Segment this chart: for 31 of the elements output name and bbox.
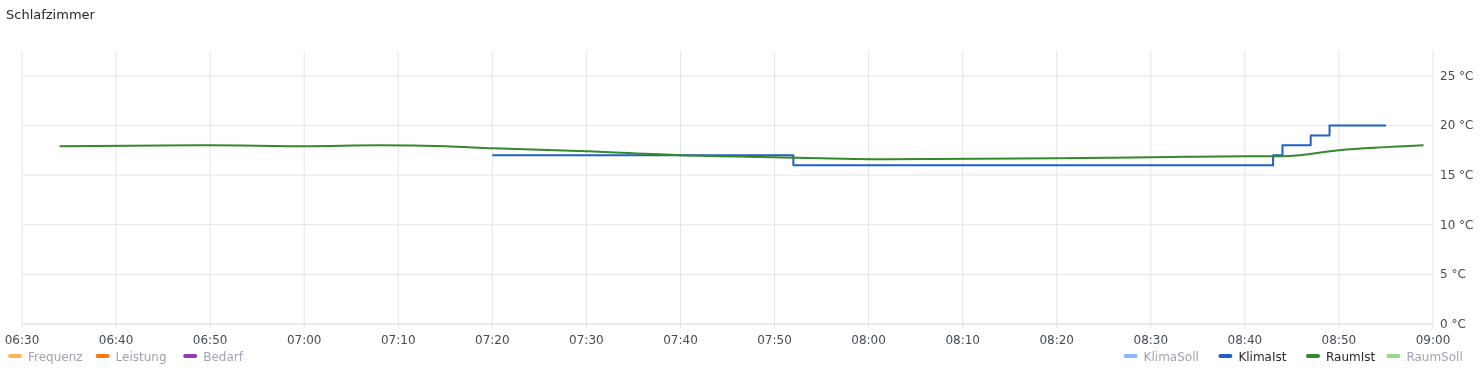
x-tick-label: 06:30 — [4, 333, 40, 347]
x-tick-label: 08:10 — [945, 333, 980, 347]
legend-label: KlimaSoll — [1143, 350, 1199, 364]
x-tick-label: 07:10 — [380, 333, 416, 347]
x-tick-label: 08:00 — [851, 333, 886, 347]
y2-tick-label: 5 °C — [1440, 267, 1466, 282]
y2-tick-label: 10 °C — [1440, 217, 1474, 232]
x-tick-label: 08:30 — [1133, 333, 1169, 347]
x-tick-label: 06:40 — [98, 333, 134, 347]
x-tick-label: 07:20 — [475, 333, 510, 347]
legend-label: Leistung — [115, 350, 167, 364]
x-tick-label: 07:40 — [663, 333, 698, 347]
legend-label: RaumIst — [1326, 350, 1376, 364]
y2-tick-label: 15 °C — [1440, 168, 1474, 183]
legend-label: Frequenz — [28, 350, 83, 364]
x-tick-label: 07:50 — [757, 333, 792, 347]
x-tick-label: 07:30 — [569, 333, 604, 347]
y2-tick-label: 20 °C — [1440, 118, 1474, 133]
x-tick-label: 07:00 — [286, 333, 322, 347]
chart-title: Schlafzimmer — [6, 7, 96, 22]
line-series — [58, 144, 1425, 161]
legend-label: KlimaIst — [1238, 350, 1287, 364]
legend-label: RaumSoll — [1406, 350, 1463, 364]
x-tick-label: 08:20 — [1039, 333, 1075, 347]
x-tick-label: 08:40 — [1227, 333, 1263, 347]
x-tick-label: 09:00 — [1415, 333, 1451, 347]
y2-tick-label: 0 °C — [1440, 317, 1466, 331]
x-tick-label: 06:50 — [192, 333, 228, 347]
y2-tick-label: 25 °C — [1440, 68, 1474, 83]
legend-label: Bedarf — [203, 350, 244, 364]
x-tick-label: 08:50 — [1321, 333, 1357, 347]
